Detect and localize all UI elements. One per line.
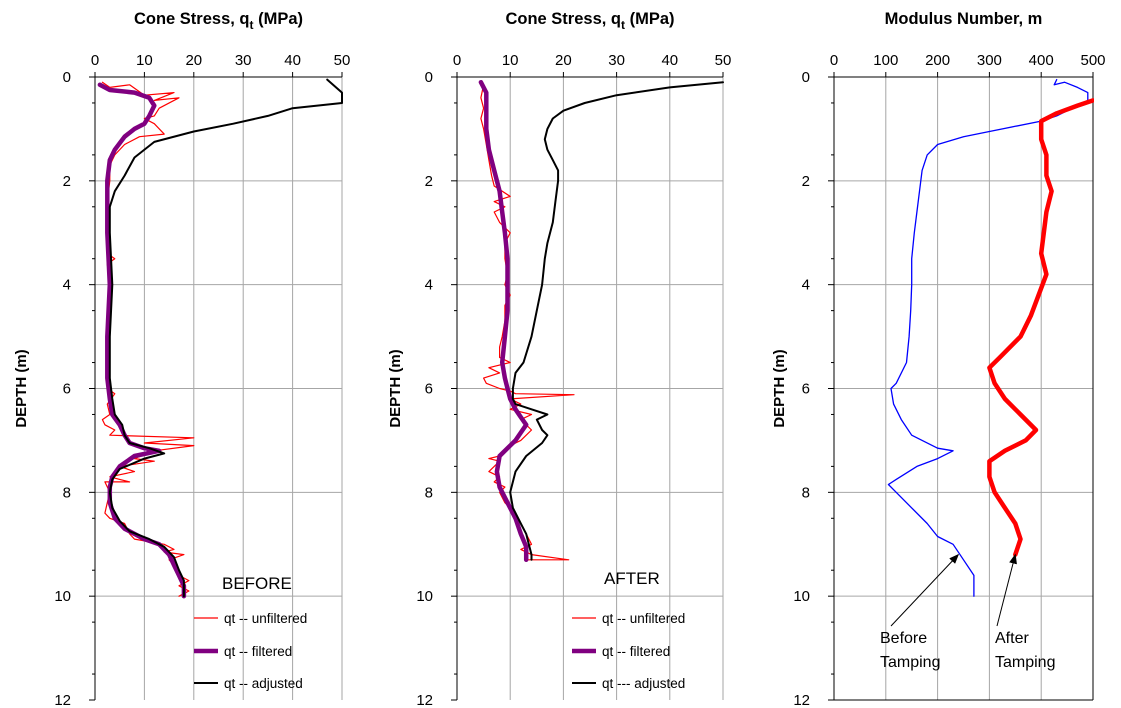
annotation-line: After [995,630,1029,647]
y-tick-label: 10 [54,588,71,605]
series-line-qt-unfiltered [480,84,575,561]
chart-title-unit: (MPa) [254,10,304,28]
legend-label: qt -- filtered [602,644,670,659]
y-tick-label: 4 [63,277,71,294]
y-tick-label: 6 [63,381,71,398]
series-line-qt-filtered [97,82,187,599]
x-tick-label: 500 [1080,52,1105,69]
chart-panel-1: 0 10 20 30 40 50 0 2 4 6 8 10 12 Cone Stress, qt (MPa… [13,10,350,708]
y-tick-label: 12 [54,692,71,708]
legend-label: qt -- unfiltered [602,611,685,626]
x-tick-label: 50 [334,52,351,69]
chart-title: Modulus Number, m [885,10,1043,28]
series-line-qt-adjusted [108,78,343,598]
y-axis-title: DEPTH (m) [771,349,788,427]
x-tick-label: 300 [977,52,1002,69]
y-tick-label: 10 [793,588,810,605]
y-tick-label: 2 [802,173,810,190]
chart-title-main: Modulus Number, m [885,10,1043,28]
panel-annotation: BEFORE [222,574,292,593]
annotation-text: After Tamping [995,630,1055,671]
x-tick-label: 20 [555,52,572,69]
chart-title-subscript: t [621,18,625,32]
chart-title-unit: (MPa) [625,10,675,28]
legend-label: qt -- adjusted [224,676,303,691]
x-tick-label: 200 [925,52,950,69]
annotation-arrow [890,553,960,627]
x-tick-label: 30 [608,52,625,69]
y-tick-label: 0 [425,69,433,86]
legend-label: qt --- adjusted [602,676,685,691]
chart-title-main: Cone Stress, q [505,10,621,28]
chart-title-main: Cone Stress, q [134,10,250,28]
x-tick-label: 30 [235,52,252,69]
annotation-line: Before [880,630,927,647]
panel-annotation: AFTER [604,569,660,588]
chart-title: Cone Stress, qt (MPa) [134,10,303,32]
chart-panel-3: 0 100 200 300 400 500 0 2 4 6 8 10 12 Modulus Number,… [771,10,1106,708]
y-tick-label: 0 [802,69,810,86]
series-line-qt-adjusted [509,81,724,561]
y-tick-label: 0 [63,69,71,86]
x-tick-label: 0 [453,52,461,69]
annotation-line: Tamping [880,654,940,671]
y-axis-title: DEPTH (m) [387,349,404,427]
y-axis-title: DEPTH (m) [13,349,30,427]
chart-title-subscript: t [250,18,254,32]
x-tick-label: 400 [1029,52,1054,69]
legend-label: qt -- filtered [224,644,292,659]
legend-label: qt -- unfiltered [224,611,307,626]
y-tick-label: 4 [425,277,433,294]
y-tick-label: 10 [416,588,433,605]
x-tick-label: 10 [136,52,153,69]
y-tick-label: 8 [63,484,71,501]
annotation-arrow [996,553,1017,627]
x-tick-label: 0 [830,52,838,69]
y-tick-label: 8 [802,484,810,501]
x-tick-label: 20 [185,52,202,69]
x-tick-label: 100 [873,52,898,69]
annotation-text: Before Tamping [880,630,940,671]
y-tick-label: 12 [416,692,433,708]
series-line-after-tamping [987,98,1094,557]
y-tick-label: 6 [425,381,433,398]
series-line-qt-filtered [478,79,529,563]
chart-title: Cone Stress, qt (MPa) [505,10,674,32]
x-tick-label: 50 [715,52,732,69]
y-tick-label: 12 [793,692,810,708]
x-tick-label: 10 [502,52,519,69]
x-tick-label: 0 [91,52,99,69]
y-tick-label: 2 [425,173,433,190]
y-tick-label: 4 [802,277,810,294]
y-tick-label: 8 [425,484,433,501]
y-tick-label: 6 [802,381,810,398]
y-tick-label: 2 [63,173,71,190]
x-tick-label: 40 [284,52,301,69]
series-line-before-tamping [887,78,1089,597]
annotation-line: Tamping [995,654,1055,671]
x-tick-label: 40 [661,52,678,69]
chart-panel-2: 0 10 20 30 40 50 0 2 4 6 8 10 12 Cone Stress, qt (MPa… [387,10,731,708]
